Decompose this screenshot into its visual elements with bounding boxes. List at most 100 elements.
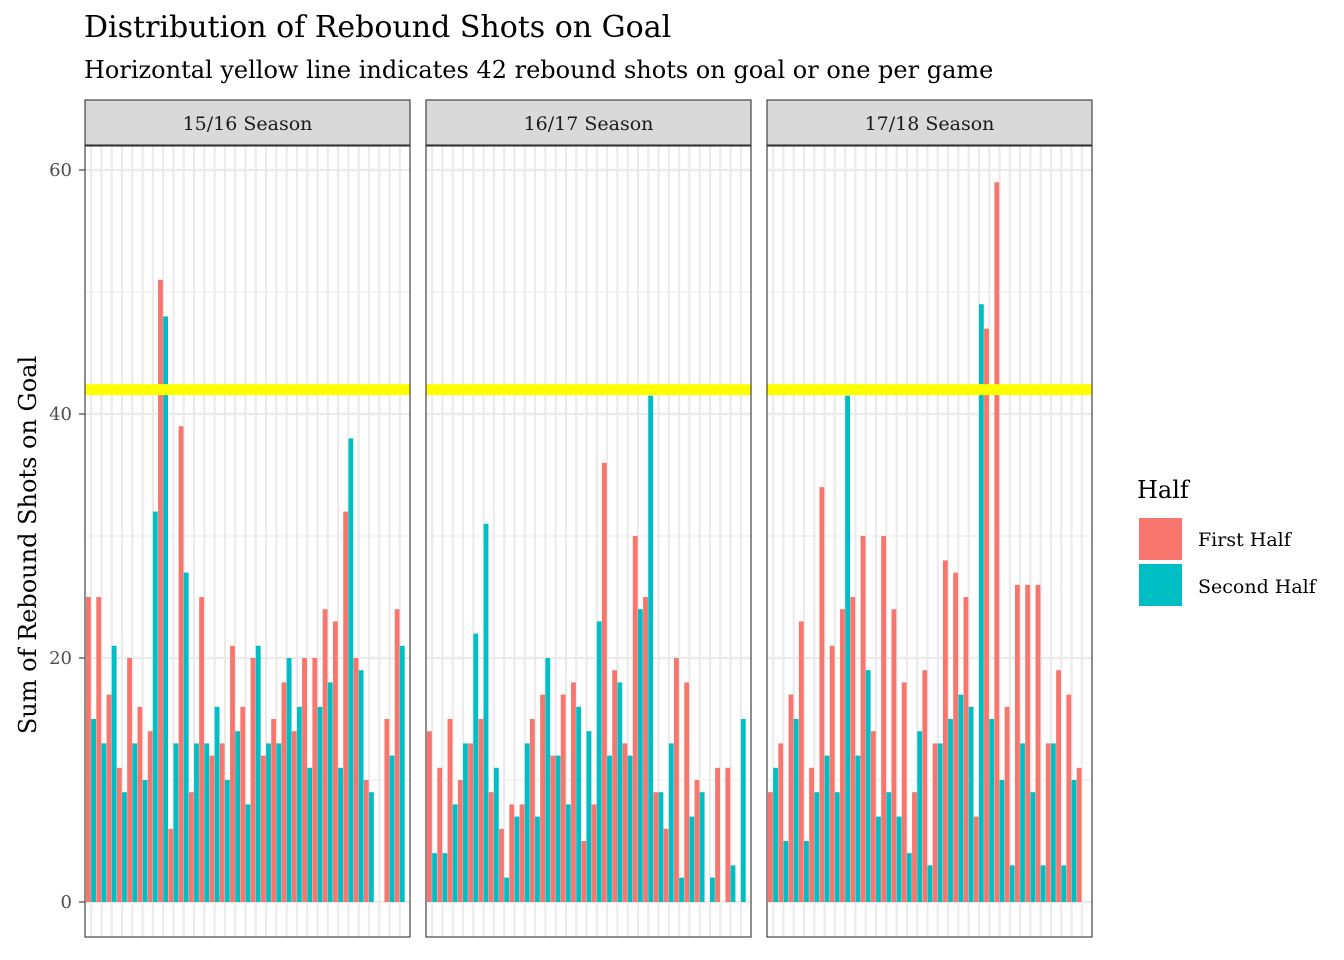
facet-strip-label: 17/18 Season	[865, 113, 995, 135]
bar-second-half	[368, 792, 374, 902]
bar-first-half	[1025, 584, 1031, 902]
bar-second-half	[452, 804, 458, 902]
bar-second-half	[266, 743, 271, 902]
bar-first-half	[932, 743, 938, 902]
bar-second-half	[876, 816, 881, 902]
bar-first-half	[86, 597, 91, 902]
bar-second-half	[917, 731, 923, 902]
bar-second-half	[286, 658, 292, 902]
bar-first-half	[663, 828, 669, 902]
bar-second-half	[327, 682, 333, 902]
bar-first-half	[591, 804, 597, 902]
bar-second-half	[235, 731, 241, 902]
bar-first-half	[1045, 743, 1051, 902]
bar-first-half	[240, 706, 246, 902]
bar-first-half	[922, 670, 928, 902]
bar-second-half	[463, 743, 468, 902]
bar-first-half	[137, 706, 143, 902]
bar-first-half	[291, 731, 297, 902]
bar-second-half	[142, 780, 148, 902]
bar-first-half	[499, 828, 504, 902]
bar-first-half	[1076, 767, 1082, 902]
bar-second-half	[1040, 865, 1046, 902]
panel-border	[84, 145, 411, 938]
chart-subtitle: Horizontal yellow line indicates 42 rebo…	[84, 56, 993, 84]
panel-border	[766, 145, 1093, 938]
chart-title: Distribution of Rebound Shots on Goal	[84, 10, 671, 45]
facet-strip-label: 16/17 Season	[524, 113, 654, 135]
bar-second-half	[989, 719, 995, 902]
bar-second-half	[948, 719, 953, 902]
bar-first-half	[1056, 670, 1061, 902]
bar-first-half	[250, 658, 256, 902]
bar-second-half	[432, 853, 437, 902]
bar-first-half	[632, 536, 638, 902]
bar-first-half	[725, 767, 731, 902]
bar-second-half	[91, 719, 96, 902]
bar-first-half	[942, 560, 948, 902]
bar-second-half	[214, 706, 220, 902]
bar-first-half	[230, 645, 235, 902]
y-axis: 0 20 40 60	[49, 160, 85, 913]
bar-first-half	[353, 658, 359, 902]
bar-second-half	[545, 658, 551, 902]
bar-first-half	[427, 731, 432, 902]
bar-first-half	[798, 621, 804, 902]
panel-2: 16/17 Season	[425, 99, 752, 938]
bar-first-half	[673, 658, 679, 902]
bar-first-half	[519, 804, 525, 902]
facet-strip-label: 15/16 Season	[183, 113, 313, 135]
bar-second-half	[576, 706, 582, 902]
bar-first-half	[478, 719, 484, 902]
legend-key-second-half	[1139, 564, 1182, 606]
bar-second-half	[338, 767, 343, 902]
bar-first-half	[363, 780, 369, 902]
bar-first-half	[550, 755, 556, 902]
bar-first-half	[457, 780, 463, 902]
bar-second-half	[886, 792, 892, 902]
bar-second-half	[834, 792, 840, 902]
facet-strip	[425, 99, 752, 146]
bar-second-half	[1020, 743, 1025, 902]
bar-first-half	[468, 743, 474, 902]
bar-second-half	[855, 755, 861, 902]
bar-first-half	[963, 597, 969, 902]
y-tick-label: 60	[49, 160, 72, 181]
bar-second-half	[637, 609, 643, 902]
bar-first-half	[106, 694, 112, 902]
bar-second-half	[586, 731, 592, 902]
y-tick-label: 20	[49, 648, 72, 669]
bar-first-half	[870, 731, 876, 902]
bar-second-half	[194, 743, 199, 902]
bar-first-half	[891, 609, 897, 902]
panel-3: 17/18 Season	[766, 99, 1093, 938]
bar-first-half	[819, 487, 825, 902]
bar-second-half	[122, 792, 127, 902]
bar-first-half	[768, 792, 773, 902]
bar-second-half	[689, 816, 695, 902]
bar-first-half	[178, 426, 184, 902]
bar-second-half	[627, 755, 633, 902]
bar-second-half	[101, 743, 107, 902]
bar-first-half	[1035, 584, 1041, 902]
bar-second-half	[183, 572, 189, 902]
bar-first-half	[302, 658, 307, 902]
bar-second-half	[358, 670, 364, 902]
y-tick-label: 40	[49, 404, 72, 425]
bar-first-half	[219, 743, 225, 902]
bar-first-half	[540, 694, 546, 902]
bar-second-half	[740, 719, 746, 902]
bar-first-half	[209, 755, 215, 902]
bar-second-half	[1050, 743, 1056, 902]
bar-first-half	[953, 572, 959, 902]
bar-first-half	[684, 682, 690, 902]
bar-first-half	[271, 719, 277, 902]
bar-first-half	[994, 182, 1000, 902]
bar-second-half	[276, 743, 282, 902]
legend-key-first-half	[1139, 518, 1182, 560]
legend-title: Half	[1137, 476, 1191, 504]
bar-first-half	[158, 279, 163, 902]
bar-second-half	[814, 792, 820, 902]
bar-first-half	[653, 792, 659, 902]
bar-second-half	[132, 743, 138, 902]
